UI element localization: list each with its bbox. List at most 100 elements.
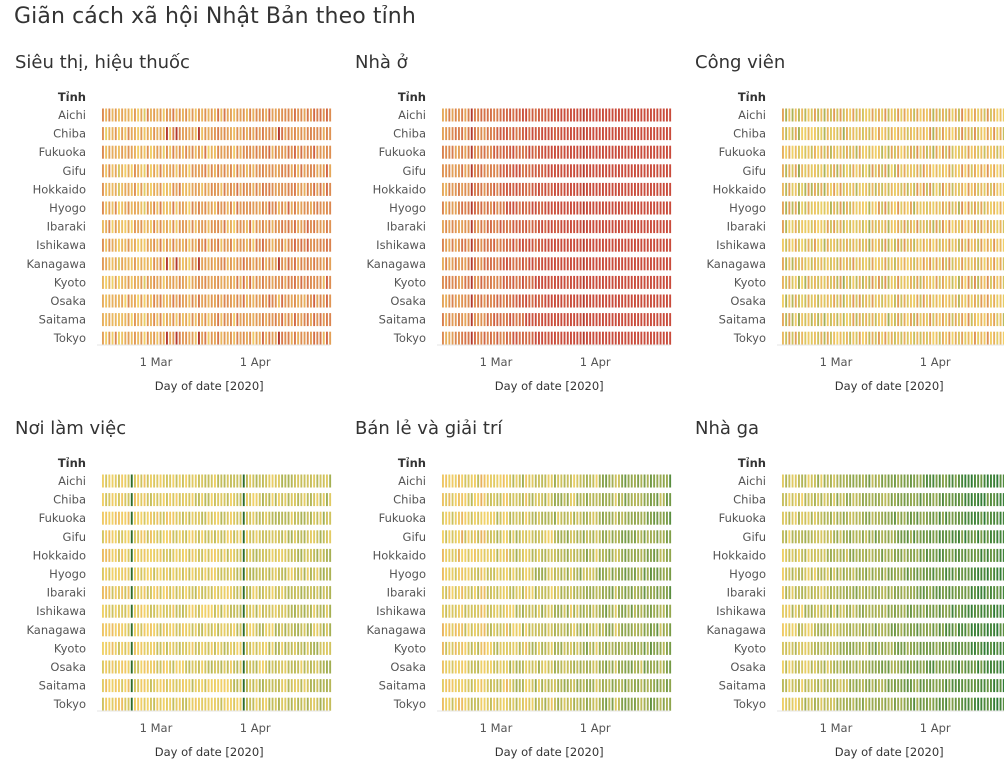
row-label: Aichi: [738, 474, 766, 488]
heatmap-cell: [130, 548, 133, 562]
heatmap-cell: [842, 493, 845, 507]
panel-title: Công viên: [695, 52, 785, 73]
heatmap-cell: [458, 108, 460, 122]
heatmap-cell: [662, 660, 665, 674]
heatmap-cell: [557, 220, 560, 234]
heatmap-cell: [137, 511, 140, 525]
heatmap-cell: [640, 679, 643, 693]
heatmap-cell: [217, 641, 220, 655]
heatmap-cell: [236, 257, 239, 271]
heatmap-cell: [217, 201, 220, 215]
heatmap-cell: [143, 201, 146, 215]
heatmap-cell: [278, 679, 280, 693]
heatmap-cell: [926, 164, 928, 178]
heatmap-cell: [306, 275, 309, 289]
heatmap-cell: [637, 275, 640, 289]
heatmap-cell: [964, 331, 967, 345]
heatmap-cell: [926, 108, 928, 122]
heatmap-cell: [589, 238, 592, 252]
heatmap-cell: [525, 474, 528, 488]
heatmap-cell: [134, 530, 136, 544]
heatmap-cell: [329, 548, 332, 562]
heatmap-cell: [150, 313, 152, 327]
heatmap-cell: [538, 493, 540, 507]
heatmap-cell: [162, 493, 165, 507]
heatmap-cell: [483, 567, 486, 581]
heatmap-cell: [868, 294, 871, 308]
heatmap-cell: [817, 145, 820, 159]
heatmap-cell: [826, 127, 829, 141]
heatmap-cell: [560, 145, 563, 159]
heatmap-cell: [522, 511, 524, 525]
heatmap-cell: [509, 238, 512, 252]
heatmap-cell: [627, 586, 630, 600]
heatmap-cell: [782, 201, 784, 215]
heatmap-cell: [586, 201, 588, 215]
heatmap-cell: [602, 586, 604, 600]
heatmap-cell: [669, 331, 672, 345]
heatmap-cell: [964, 474, 967, 488]
heatmap-cell: [220, 331, 223, 345]
heatmap-cell: [217, 164, 220, 178]
heatmap-cell: [602, 623, 604, 637]
heatmap-cell: [310, 530, 312, 544]
heatmap-cell: [233, 257, 236, 271]
heatmap-cell: [967, 313, 970, 327]
heatmap-cell: [579, 697, 582, 711]
heatmap-cell: [954, 164, 957, 178]
heatmap-cell: [477, 201, 480, 215]
heatmap-cell: [814, 145, 816, 159]
panel-title: Nơi làm việc: [15, 418, 126, 439]
heatmap-cell: [986, 257, 989, 271]
heatmap-cell: [874, 108, 877, 122]
heatmap-cell: [268, 220, 271, 234]
heatmap-cell: [791, 108, 794, 122]
heatmap-cell: [198, 108, 200, 122]
heatmap-cell: [271, 474, 274, 488]
heatmap-cell: [486, 548, 489, 562]
heatmap-cell: [643, 493, 646, 507]
heatmap-cell: [817, 182, 820, 196]
heatmap-cell: [554, 275, 556, 289]
heatmap-cell: [191, 660, 194, 674]
heatmap-cell: [166, 679, 168, 693]
heatmap-cell: [948, 511, 951, 525]
heatmap-cell: [201, 679, 204, 693]
heatmap-cell: [974, 294, 976, 308]
heatmap-cell: [669, 294, 672, 308]
heatmap-cell: [281, 257, 284, 271]
heatmap-cell: [274, 697, 277, 711]
heatmap-cell: [143, 493, 146, 507]
heatmap-cell: [643, 127, 646, 141]
heatmap-cell: [566, 331, 569, 345]
heatmap-cell: [922, 294, 925, 308]
heatmap-cell: [849, 182, 852, 196]
heatmap-cell: [236, 548, 239, 562]
heatmap-cell: [576, 679, 579, 693]
heatmap-cell: [134, 331, 136, 345]
heatmap-cell: [121, 127, 124, 141]
heatmap-cell: [185, 586, 188, 600]
heatmap-cell: [810, 257, 813, 271]
heatmap-cell: [986, 474, 989, 488]
heatmap-cell: [326, 145, 328, 159]
heatmap-cell: [464, 238, 467, 252]
heatmap-cell: [653, 660, 656, 674]
heatmap-cell: [124, 641, 127, 655]
heatmap-cell: [281, 331, 284, 345]
heatmap-cell: [541, 127, 544, 141]
heatmap-cell: [278, 586, 280, 600]
heatmap-cell: [557, 641, 560, 655]
heatmap-cell: [210, 313, 213, 327]
heatmap-cell: [547, 641, 550, 655]
heatmap-cell: [146, 660, 149, 674]
heatmap-cell: [906, 182, 909, 196]
heatmap-cell: [464, 660, 467, 674]
heatmap-cell: [598, 238, 601, 252]
heatmap-cell: [124, 127, 127, 141]
heatmap-cell: [467, 238, 470, 252]
heatmap-cell: [297, 623, 300, 637]
heatmap-cell: [897, 331, 900, 345]
heatmap-cell: [162, 145, 165, 159]
heatmap-cell: [249, 548, 252, 562]
